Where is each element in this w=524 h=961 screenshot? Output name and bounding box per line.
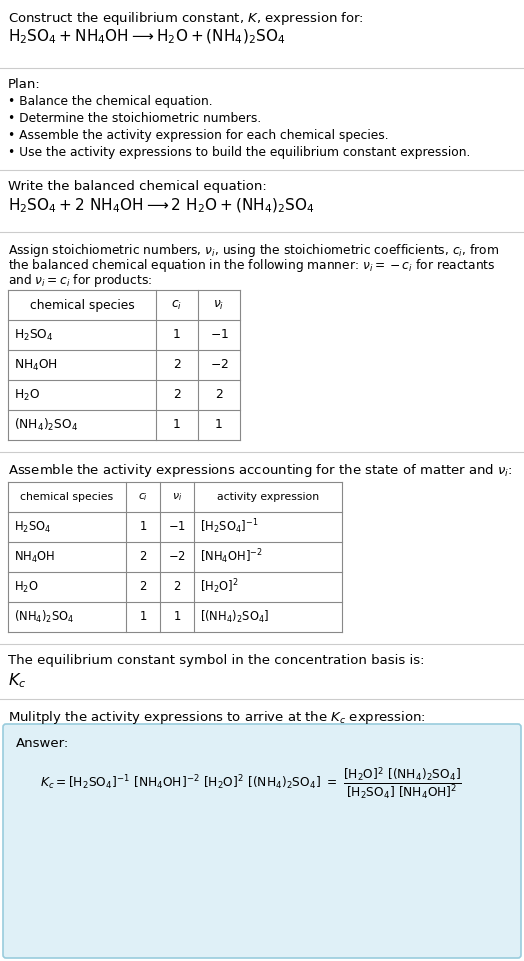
- Text: the balanced chemical equation in the following manner: $\nu_i = -c_i$ for react: the balanced chemical equation in the fo…: [8, 257, 496, 274]
- Text: $K_c = [\mathrm{H_2SO_4}]^{-1}\ [\mathrm{NH_4OH}]^{-2}\ [\mathrm{H_2O}]^{2}\ [(\: $K_c = [\mathrm{H_2SO_4}]^{-1}\ [\mathrm…: [40, 765, 462, 801]
- Text: $\mathrm{(NH_4)_2SO_4}$: $\mathrm{(NH_4)_2SO_4}$: [14, 417, 78, 433]
- Text: $\mathrm{H_2O}$: $\mathrm{H_2O}$: [14, 579, 39, 595]
- Text: $[\mathrm{NH_4OH}]^{-2}$: $[\mathrm{NH_4OH}]^{-2}$: [200, 548, 263, 566]
- FancyBboxPatch shape: [3, 724, 521, 958]
- Text: • Determine the stoichiometric numbers.: • Determine the stoichiometric numbers.: [8, 112, 261, 125]
- Text: 1: 1: [173, 610, 181, 624]
- Text: 2: 2: [173, 580, 181, 594]
- Text: chemical species: chemical species: [20, 492, 114, 502]
- Text: $\mathrm{H_2SO_4}$: $\mathrm{H_2SO_4}$: [14, 520, 51, 534]
- Text: $-2$: $-2$: [168, 551, 186, 563]
- Text: $c_i$: $c_i$: [138, 491, 148, 503]
- Text: 2: 2: [215, 388, 223, 402]
- Text: $\nu_i$: $\nu_i$: [213, 299, 225, 311]
- Text: 2: 2: [173, 358, 181, 372]
- Text: $-1$: $-1$: [168, 521, 186, 533]
- Text: 1: 1: [173, 418, 181, 431]
- Text: $K_c$: $K_c$: [8, 671, 26, 690]
- Text: Construct the equilibrium constant, $K$, expression for:: Construct the equilibrium constant, $K$,…: [8, 10, 364, 27]
- Text: $[(\mathrm{NH_4})_2\mathrm{SO_4}]$: $[(\mathrm{NH_4})_2\mathrm{SO_4}]$: [200, 609, 269, 625]
- Text: 1: 1: [215, 418, 223, 431]
- Text: • Use the activity expressions to build the equilibrium constant expression.: • Use the activity expressions to build …: [8, 146, 471, 159]
- Text: Answer:: Answer:: [16, 737, 69, 750]
- Text: Plan:: Plan:: [8, 78, 41, 91]
- Text: $[\mathrm{H_2O}]^{2}$: $[\mathrm{H_2O}]^{2}$: [200, 578, 239, 597]
- Text: $-1$: $-1$: [210, 329, 228, 341]
- Text: 1: 1: [173, 329, 181, 341]
- Text: and $\nu_i = c_i$ for products:: and $\nu_i = c_i$ for products:: [8, 272, 152, 289]
- Text: $\mathrm{NH_4OH}$: $\mathrm{NH_4OH}$: [14, 550, 56, 564]
- Text: activity expression: activity expression: [217, 492, 319, 502]
- Text: $[\mathrm{H_2SO_4}]^{-1}$: $[\mathrm{H_2SO_4}]^{-1}$: [200, 518, 258, 536]
- Text: $\mathrm{H_2SO_4}$: $\mathrm{H_2SO_4}$: [14, 328, 53, 342]
- Text: • Assemble the activity expression for each chemical species.: • Assemble the activity expression for e…: [8, 129, 389, 142]
- Text: $\mathrm{NH_4OH}$: $\mathrm{NH_4OH}$: [14, 357, 58, 373]
- Text: Assign stoichiometric numbers, $\nu_i$, using the stoichiometric coefficients, $: Assign stoichiometric numbers, $\nu_i$, …: [8, 242, 499, 259]
- Text: 2: 2: [173, 388, 181, 402]
- Text: $c_i$: $c_i$: [171, 299, 182, 311]
- Text: 1: 1: [139, 521, 147, 533]
- Text: $\mathrm{(NH_4)_2SO_4}$: $\mathrm{(NH_4)_2SO_4}$: [14, 609, 74, 625]
- Text: • Balance the chemical equation.: • Balance the chemical equation.: [8, 95, 213, 108]
- Text: $\nu_i$: $\nu_i$: [172, 491, 182, 503]
- Text: 2: 2: [139, 580, 147, 594]
- Text: chemical species: chemical species: [30, 299, 134, 311]
- Text: Mulitply the activity expressions to arrive at the $K_c$ expression:: Mulitply the activity expressions to arr…: [8, 709, 426, 726]
- Text: $-2$: $-2$: [210, 358, 228, 372]
- Text: 1: 1: [139, 610, 147, 624]
- Text: $\mathrm{H_2SO_4 + NH_4OH \longrightarrow H_2O + (NH_4)_2SO_4}$: $\mathrm{H_2SO_4 + NH_4OH \longrightarro…: [8, 28, 286, 46]
- Text: Assemble the activity expressions accounting for the state of matter and $\nu_i$: Assemble the activity expressions accoun…: [8, 462, 512, 479]
- Text: 2: 2: [139, 551, 147, 563]
- Text: $\mathrm{H_2O}$: $\mathrm{H_2O}$: [14, 387, 40, 403]
- Text: $\mathrm{H_2SO_4 + 2\ NH_4OH \longrightarrow 2\ H_2O + (NH_4)_2SO_4}$: $\mathrm{H_2SO_4 + 2\ NH_4OH \longrighta…: [8, 197, 314, 215]
- Text: The equilibrium constant symbol in the concentration basis is:: The equilibrium constant symbol in the c…: [8, 654, 424, 667]
- Text: Write the balanced chemical equation:: Write the balanced chemical equation:: [8, 180, 267, 193]
